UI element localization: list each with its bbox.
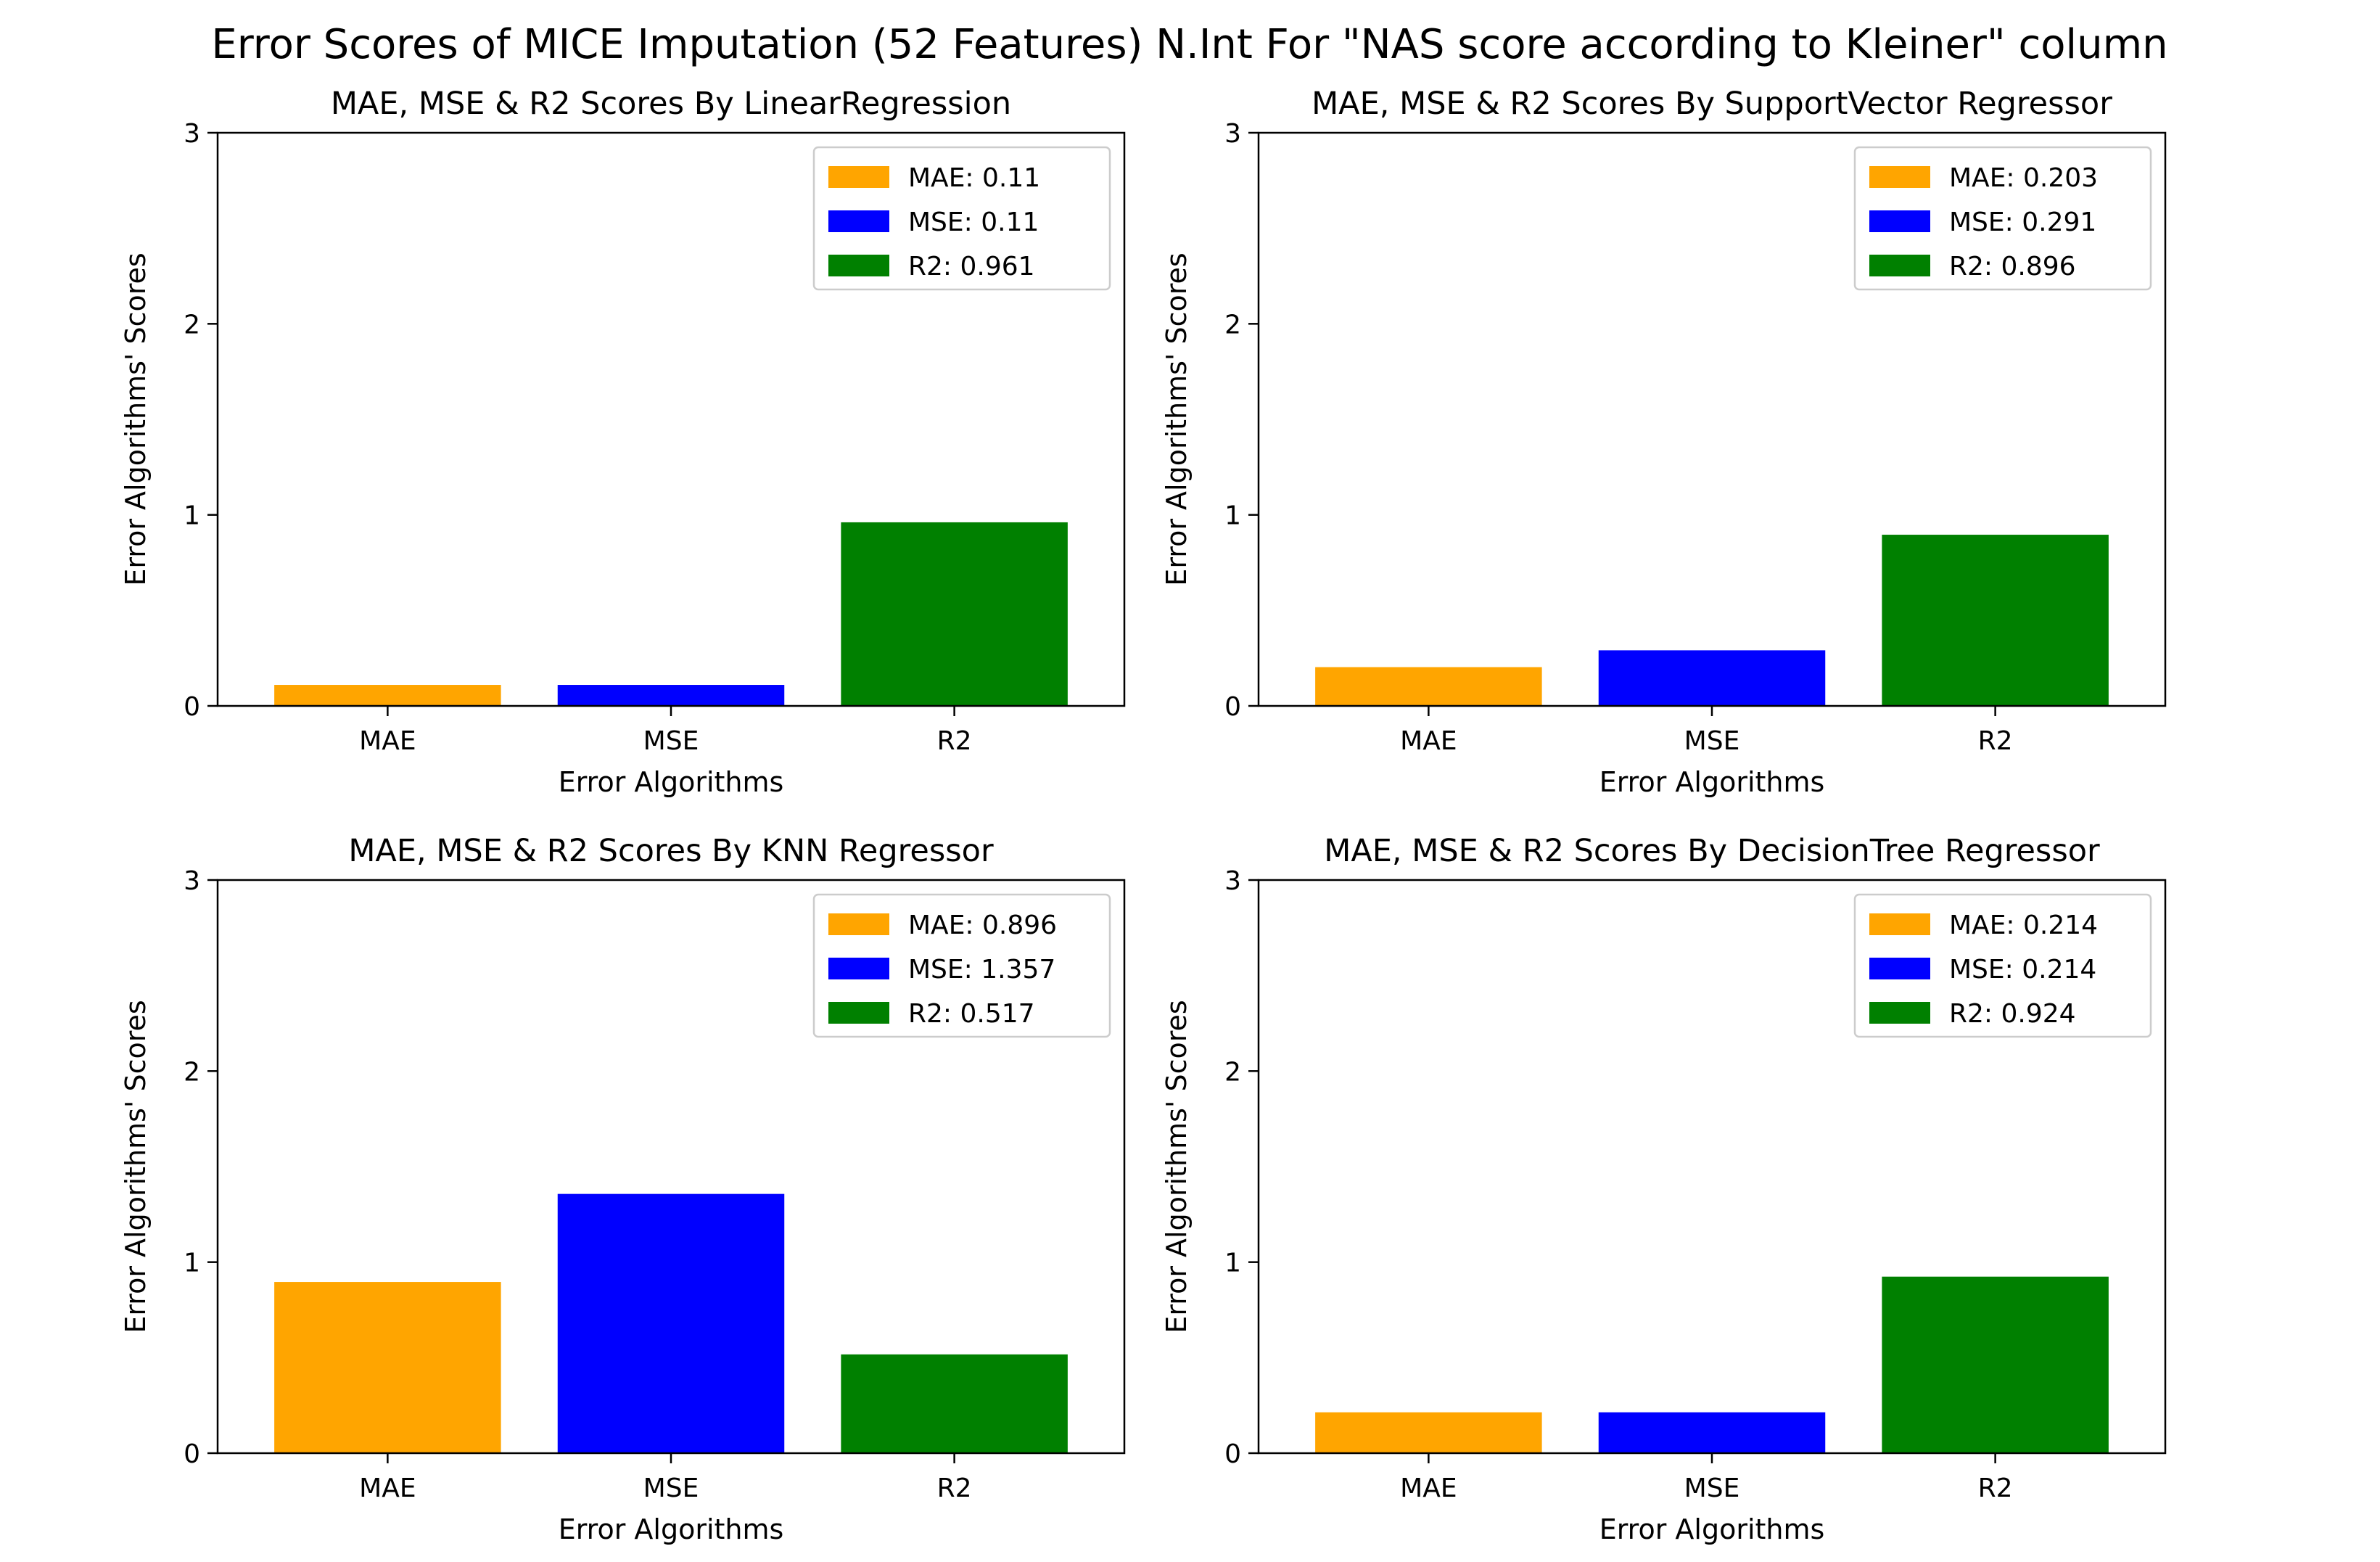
legend-label: MAE: 0.11 (908, 163, 1040, 193)
legend-swatch (828, 255, 889, 276)
x-tick-label: MSE (1684, 726, 1740, 756)
figure-title: Error Scores of MICE Imputation (52 Feat… (211, 21, 2167, 68)
x-axis-label: Error Algorithms (1599, 1513, 1825, 1545)
y-tick-label: 2 (1224, 310, 1241, 340)
x-tick-label: MSE (643, 1473, 699, 1503)
y-axis-label: Error Algorithms' Scores (120, 252, 152, 585)
y-axis-label: Error Algorithms' Scores (120, 1000, 152, 1333)
legend: MAE: 0.11 MSE: 0.11 R2: 0.961 (812, 146, 1111, 291)
legend-label: R2: 0.896 (1949, 252, 2076, 281)
x-tick-label: MAE (359, 726, 416, 756)
subplot-1: 0 1 2 3 MAE MSE R2 MAE, MSE & R2 Scores By Line… (120, 86, 1126, 798)
bar-mae (1315, 667, 1542, 706)
subplot-title: MAE, MSE & R2 Scores By LinearRegression (331, 86, 1011, 122)
y-tick-label: 0 (1224, 692, 1241, 722)
subplot-title: MAE, MSE & R2 Scores By KNN Regressor (348, 833, 994, 869)
x-axis-label: Error Algorithms (559, 766, 784, 798)
y-tick-label: 1 (1224, 501, 1241, 531)
legend: MAE: 0.203 MSE: 0.291 R2: 0.896 (1853, 146, 2152, 291)
y-tick-label: 2 (184, 310, 200, 340)
y-tick-label: 1 (184, 1249, 200, 1278)
legend-label: R2: 0.517 (908, 999, 1035, 1029)
legend-swatch (1869, 958, 1930, 979)
subplot-4: 0 1 2 3 MAE MSE R2 MAE, MSE & R2 Scores By Deci… (1161, 833, 2167, 1545)
x-tick-label: MAE (1400, 726, 1457, 756)
legend-label: R2: 0.961 (908, 252, 1035, 281)
y-tick-label: 2 (1224, 1057, 1241, 1087)
y-tick-label: 2 (184, 1057, 200, 1087)
legend-label: MAE: 0.214 (1949, 911, 2098, 940)
x-axis-label: Error Algorithms (1599, 766, 1825, 798)
bar-mse (557, 1193, 785, 1453)
x-tick-label: R2 (937, 1473, 972, 1503)
legend-label: MSE: 1.357 (908, 955, 1055, 985)
legend-swatch (828, 166, 889, 188)
subplot-grid: 0 1 2 3 MAE MSE R2 MAE, MSE & R2 Scores By Line… (120, 86, 2167, 1545)
legend-label: MAE: 0.896 (908, 911, 1057, 940)
legend-label: MSE: 0.291 (1949, 207, 2096, 237)
x-tick-label: MAE (1400, 1473, 1457, 1503)
bar-r2 (1882, 1276, 2109, 1453)
bar-mae (274, 1282, 501, 1453)
bar-r2 (841, 1354, 1068, 1453)
x-tick-label: MSE (643, 726, 699, 756)
y-tick-label: 0 (184, 692, 200, 722)
y-axis-label: Error Algorithms' Scores (1161, 1000, 1193, 1333)
y-tick-label: 1 (1224, 1249, 1241, 1278)
bar-mse (557, 685, 785, 706)
y-tick-label: 3 (1224, 119, 1241, 149)
legend-swatch (1869, 1002, 1930, 1024)
subplot-3: 0 1 2 3 MAE MSE R2 MAE, MSE & R2 Scores By KNN … (120, 833, 1126, 1545)
subplot-2: 0 1 2 3 MAE MSE R2 MAE, MSE & R2 Scores By Supp… (1161, 86, 2167, 798)
legend: MAE: 0.214 MSE: 0.214 R2: 0.924 (1853, 893, 2152, 1038)
legend: MAE: 0.896 MSE: 1.357 R2: 0.517 (812, 893, 1111, 1038)
legend-swatch (828, 210, 889, 232)
x-tick-label: MAE (359, 1473, 416, 1503)
legend-swatch (828, 913, 889, 935)
x-tick-label: R2 (937, 726, 972, 756)
bar-r2 (841, 522, 1068, 706)
legend-swatch (1869, 913, 1930, 935)
y-tick-label: 3 (184, 119, 200, 149)
legend-label: R2: 0.924 (1949, 999, 2076, 1029)
y-tick-label: 3 (184, 866, 200, 896)
legend-swatch (1869, 255, 1930, 276)
bar-mse (1598, 1412, 1826, 1453)
bar-mae (274, 685, 501, 706)
legend-label: MSE: 0.214 (1949, 955, 2096, 985)
legend-label: MAE: 0.203 (1949, 163, 2098, 193)
x-tick-label: R2 (1978, 1473, 2013, 1503)
y-axis-label: Error Algorithms' Scores (1161, 252, 1193, 585)
bar-mse (1598, 650, 1826, 706)
legend-swatch (1869, 166, 1930, 188)
legend-label: MSE: 0.11 (908, 207, 1039, 237)
y-tick-label: 3 (1224, 866, 1241, 896)
bar-r2 (1882, 535, 2109, 706)
bar-mae (1315, 1412, 1542, 1453)
y-tick-label: 0 (184, 1439, 200, 1469)
y-tick-label: 1 (184, 501, 200, 531)
legend-swatch (828, 958, 889, 979)
y-tick-label: 0 (1224, 1439, 1241, 1469)
x-tick-label: R2 (1978, 726, 2013, 756)
legend-swatch (1869, 210, 1930, 232)
x-axis-label: Error Algorithms (559, 1513, 784, 1545)
subplot-title: MAE, MSE & R2 Scores By SupportVector Re… (1312, 86, 2112, 122)
legend-swatch (828, 1002, 889, 1024)
subplot-title: MAE, MSE & R2 Scores By DecisionTree Reg… (1324, 833, 2100, 869)
x-tick-label: MSE (1684, 1473, 1740, 1503)
